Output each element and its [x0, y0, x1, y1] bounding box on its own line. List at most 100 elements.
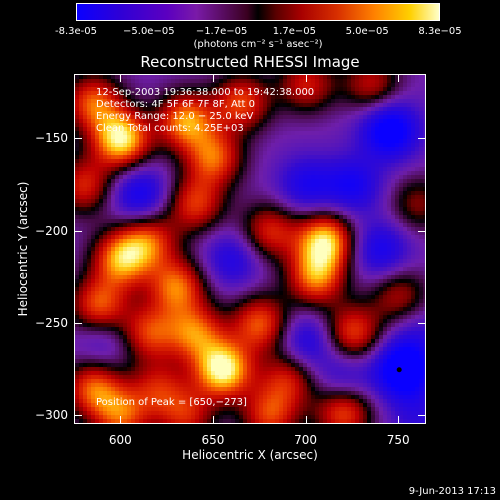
heatmap-cell: [195, 75, 199, 79]
heatmap-cell: [387, 251, 391, 255]
heatmap-cell: [311, 183, 315, 187]
heatmap-cell: [375, 175, 379, 179]
heatmap-cell: [299, 287, 303, 291]
heatmap-cell: [83, 203, 87, 207]
heatmap-cell: [211, 171, 215, 175]
heatmap-cell: [119, 271, 123, 275]
heatmap-cell: [263, 231, 267, 235]
heatmap-cell: [343, 259, 347, 263]
heatmap-cell: [227, 267, 231, 271]
heatmap-cell: [79, 127, 83, 131]
heatmap-cell: [343, 91, 347, 95]
heatmap-cell: [279, 107, 283, 111]
heatmap-cell: [151, 251, 155, 255]
heatmap-cell: [203, 139, 207, 143]
heatmap-cell: [159, 267, 163, 271]
heatmap-cell: [331, 111, 335, 115]
heatmap-cell: [215, 287, 219, 291]
heatmap-cell: [119, 91, 123, 95]
heatmap-cell: [279, 139, 283, 143]
heatmap-cell: [331, 139, 335, 143]
heatmap-cell: [315, 123, 319, 127]
heatmap-cell: [355, 91, 359, 95]
heatmap-cell: [387, 211, 391, 215]
heatmap-cell: [343, 115, 347, 119]
heatmap-cell: [183, 111, 187, 115]
heatmap-cell: [259, 223, 263, 227]
heatmap-cell: [235, 207, 239, 211]
heatmap-cell: [315, 267, 319, 271]
heatmap-cell: [363, 171, 367, 175]
heatmap-cell: [351, 107, 355, 111]
heatmap-cell: [251, 175, 255, 179]
heatmap-cell: [175, 211, 179, 215]
heatmap-cell: [83, 215, 87, 219]
heatmap-cell: [291, 87, 295, 91]
heatmap-cell: [159, 179, 163, 183]
heatmap-cell: [119, 135, 123, 139]
heatmap-cell: [87, 163, 91, 167]
heatmap-cell: [423, 171, 425, 175]
heatmap-cell: [167, 251, 171, 255]
heatmap-cell: [123, 127, 127, 131]
heatmap-cell: [331, 295, 335, 299]
heatmap-cell: [187, 107, 191, 111]
heatmap-cell: [375, 75, 379, 79]
heatmap-cell: [167, 295, 171, 299]
heatmap-cell: [115, 175, 119, 179]
heatmap-cell: [219, 83, 223, 87]
heatmap-cell: [295, 279, 299, 283]
heatmap-cell: [399, 171, 403, 175]
heatmap-cell: [247, 159, 251, 163]
heatmap-cell: [251, 147, 255, 151]
heatmap-cell: [347, 239, 351, 243]
heatmap-cell: [183, 139, 187, 143]
heatmap-cell: [295, 151, 299, 155]
heatmap-cell: [383, 143, 387, 147]
heatmap-cell: [267, 79, 271, 83]
heatmap-cell: [91, 127, 95, 131]
heatmap-cell: [107, 199, 111, 203]
heatmap-cell: [195, 159, 199, 163]
heatmap-cell: [315, 127, 319, 131]
heatmap-cell: [87, 135, 91, 139]
heatmap-cell: [303, 251, 307, 255]
heatmap-cell: [131, 123, 135, 127]
heatmap-cell: [103, 99, 107, 103]
heatmap-cell: [211, 95, 215, 99]
heatmap-cell: [291, 119, 295, 123]
heatmap-cell: [239, 187, 243, 191]
heatmap-cell: [215, 79, 219, 83]
heatmap-cell: [263, 191, 267, 195]
heatmap-cell: [239, 183, 243, 187]
heatmap-cell: [263, 195, 267, 199]
heatmap-cell: [263, 255, 267, 259]
heatmap-cell: [419, 247, 423, 251]
heatmap-cell: [339, 139, 343, 143]
heatmap-cell: [311, 287, 315, 291]
heatmap-cell: [191, 123, 195, 127]
heatmap-cell: [327, 143, 331, 147]
heatmap-cell: [75, 271, 79, 275]
heatmap-cell: [379, 171, 383, 175]
heatmap-cell: [87, 131, 91, 135]
heatmap-cell: [319, 171, 323, 175]
heatmap-cell: [415, 79, 419, 83]
heatmap-cell: [323, 151, 327, 155]
heatmap-cell: [255, 155, 259, 159]
heatmap-cell: [115, 247, 119, 251]
heatmap-cell: [423, 231, 425, 235]
heatmap-cell: [303, 207, 307, 211]
heatmap-cell: [243, 223, 247, 227]
heatmap-cell: [391, 263, 395, 267]
heatmap-cell: [359, 267, 363, 271]
heatmap-cell: [319, 223, 323, 227]
heatmap-cell: [379, 191, 383, 195]
heatmap-cell: [91, 195, 95, 199]
heatmap-cell: [167, 147, 171, 151]
heatmap-cell: [167, 291, 171, 295]
heatmap-cell: [363, 271, 367, 275]
heatmap-cell: [187, 215, 191, 219]
heatmap-cell: [127, 267, 131, 271]
heatmap-cell: [267, 187, 271, 191]
